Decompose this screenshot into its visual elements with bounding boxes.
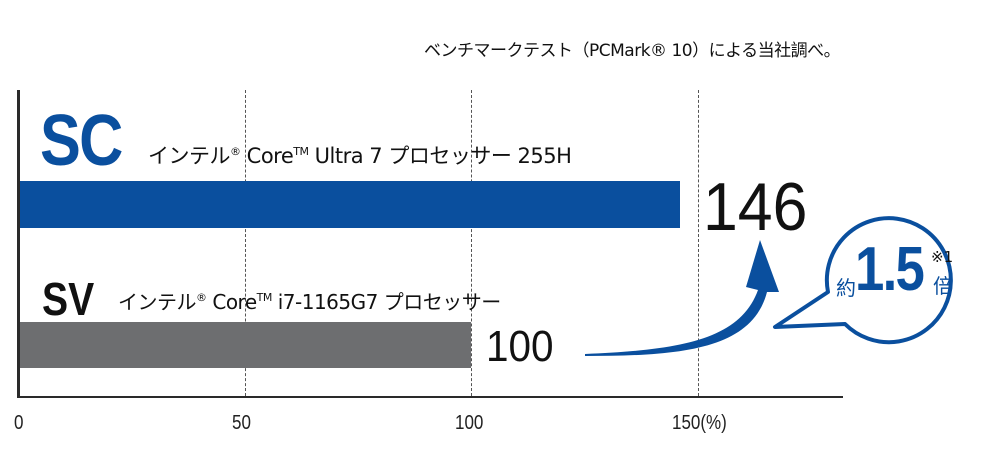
footnote-mark: ※1 <box>931 248 954 266</box>
bar-sv <box>20 322 471 368</box>
tick-150: 150(%) <box>672 412 727 434</box>
gridline-50 <box>245 90 246 396</box>
sv-model-code: SV <box>42 273 95 325</box>
tick-100: 100 <box>455 412 484 434</box>
multiplier-value: 1.5 <box>855 235 925 304</box>
tick-50: 50 <box>232 412 251 434</box>
x-axis <box>17 396 843 398</box>
sc-cpu-label: インテル® CoreTM Ultra 7 プロセッサー 255H <box>148 144 572 168</box>
sv-cpu-label: インテル® CoreTM i7-1165G7 プロセッサー <box>118 290 501 314</box>
bar-sc <box>20 181 680 228</box>
gridline-100 <box>471 90 472 396</box>
y-axis <box>17 90 20 398</box>
benchmark-note: ベンチマークテスト（PCMark® 10）による当社調べ。 <box>424 41 841 61</box>
sv-value: 100 <box>486 322 554 371</box>
sc-value: 146 <box>703 169 808 245</box>
approx-label: 約 <box>836 276 856 300</box>
tick-0: 0 <box>14 412 24 434</box>
gridline-150 <box>698 90 699 396</box>
sc-model-code: SC <box>40 101 123 181</box>
times-label: 倍 <box>933 274 953 298</box>
